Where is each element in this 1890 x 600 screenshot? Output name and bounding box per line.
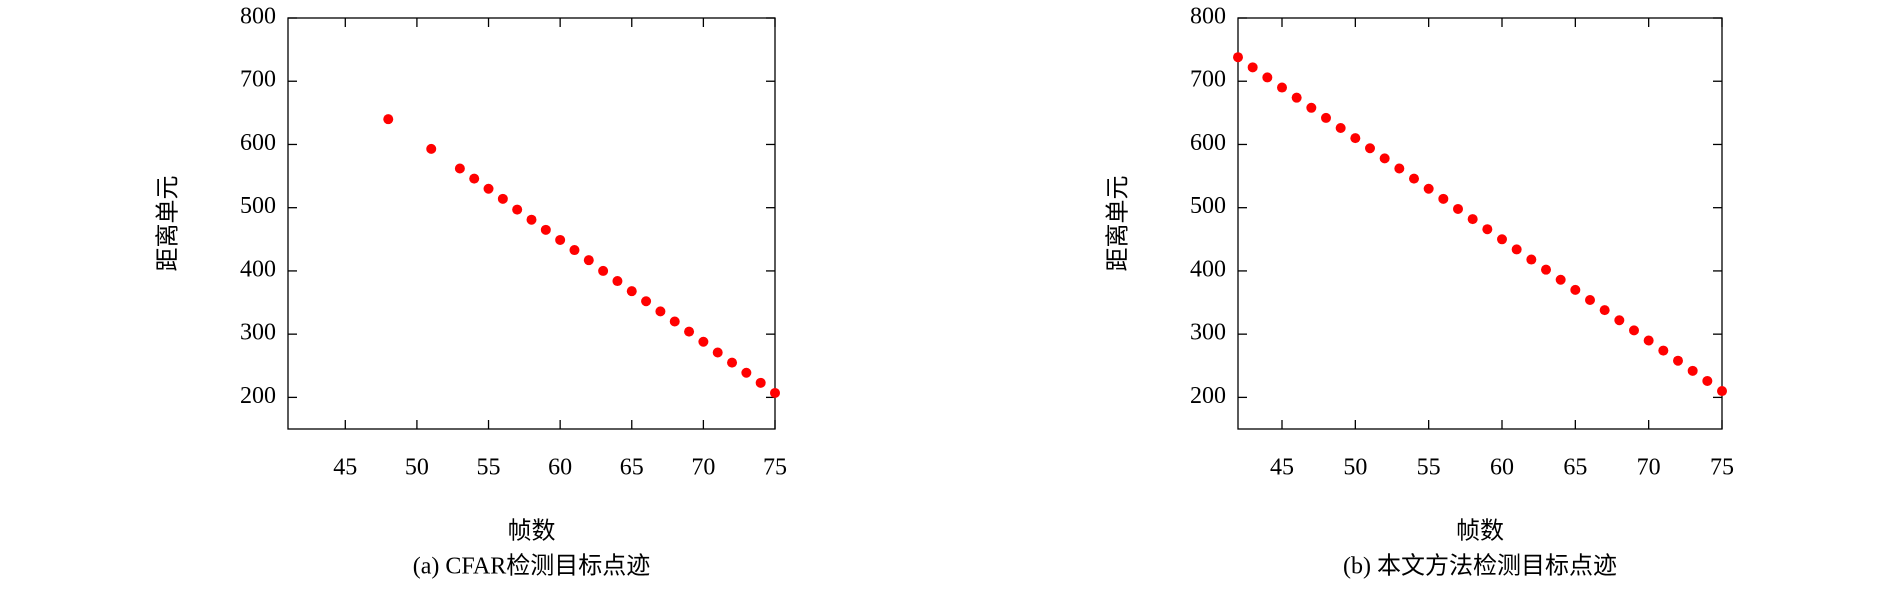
point — [626, 286, 637, 297]
point — [698, 336, 709, 347]
point — [1658, 345, 1669, 356]
x-tick-label: 50 — [405, 455, 429, 481]
point — [1687, 365, 1698, 376]
point — [426, 143, 437, 154]
x-tick-label: 65 — [1563, 455, 1587, 481]
x-tick-label: 75 — [763, 455, 787, 481]
x-axis-label: 帧数 — [1456, 518, 1504, 545]
point — [741, 367, 752, 378]
y-tick-label: 700 — [240, 67, 276, 93]
point — [1306, 102, 1317, 113]
point — [1570, 284, 1581, 295]
x-tick-label: 60 — [1490, 455, 1514, 481]
x-tick-label: 75 — [1710, 455, 1734, 481]
point — [1423, 183, 1434, 194]
y-tick-label: 800 — [1190, 4, 1226, 30]
point — [1350, 133, 1361, 144]
point — [1511, 244, 1522, 255]
y-tick-label: 200 — [240, 383, 276, 409]
caption: (a) CFAR检测目标点迹 — [413, 553, 651, 580]
point — [712, 347, 723, 358]
point — [526, 214, 537, 225]
point — [1526, 254, 1537, 265]
point — [1394, 163, 1405, 174]
y-tick-label: 800 — [240, 4, 276, 30]
point — [1247, 62, 1258, 73]
point — [583, 255, 594, 266]
x-tick-label: 55 — [477, 455, 501, 481]
point — [1438, 193, 1449, 204]
point — [1717, 386, 1727, 397]
y-axis-label: 距离单元 — [1105, 176, 1132, 272]
y-tick-label: 300 — [240, 320, 276, 346]
x-tick-label: 70 — [691, 455, 715, 481]
point — [1541, 264, 1551, 275]
y-tick-label: 700 — [1190, 67, 1226, 93]
point — [1673, 355, 1683, 366]
point — [1335, 123, 1346, 134]
point — [1482, 224, 1493, 235]
point — [1233, 52, 1243, 63]
point — [1467, 214, 1478, 225]
y-axis-label: 距离单元 — [155, 176, 182, 272]
point — [1702, 375, 1713, 386]
point — [569, 245, 580, 256]
x-tick-label: 45 — [333, 455, 357, 481]
point — [483, 183, 494, 194]
point — [1585, 295, 1595, 306]
point — [1497, 234, 1507, 245]
plot-frame — [1237, 17, 1723, 430]
point — [469, 173, 480, 184]
point — [1277, 82, 1287, 93]
y-tick-label: 600 — [1190, 130, 1226, 156]
point — [669, 316, 680, 327]
point — [454, 163, 465, 174]
point — [612, 276, 623, 287]
point — [755, 377, 766, 388]
y-tick-label: 500 — [240, 193, 276, 219]
x-tick-label: 70 — [1637, 455, 1661, 481]
point — [1365, 143, 1375, 154]
point — [1555, 274, 1566, 285]
point — [1291, 92, 1302, 103]
point — [1629, 325, 1639, 336]
y-tick-label: 300 — [1190, 320, 1226, 346]
point — [598, 265, 609, 276]
point — [1409, 173, 1419, 184]
point — [383, 114, 394, 125]
y-tick-label: 600 — [240, 130, 276, 156]
point — [727, 357, 738, 368]
point — [1262, 72, 1273, 83]
point — [497, 193, 508, 204]
point — [641, 296, 652, 307]
y-tick-label: 400 — [1190, 256, 1226, 282]
point — [540, 224, 551, 235]
point — [512, 204, 523, 215]
point — [655, 306, 666, 317]
point — [770, 387, 780, 398]
point — [1643, 335, 1654, 346]
point — [1599, 305, 1610, 316]
point — [1453, 203, 1463, 214]
point — [1614, 315, 1625, 326]
x-tick-label: 45 — [1270, 455, 1294, 481]
point — [555, 234, 566, 245]
y-tick-label: 200 — [1190, 383, 1226, 409]
x-axis-label: 帧数 — [508, 518, 556, 545]
y-tick-label: 400 — [240, 256, 276, 282]
x-tick-label: 65 — [620, 455, 644, 481]
point — [1379, 153, 1390, 164]
x-tick-label: 55 — [1417, 455, 1441, 481]
x-tick-label: 60 — [548, 455, 572, 481]
y-tick-label: 500 — [1190, 193, 1226, 219]
point — [1321, 112, 1331, 123]
point — [684, 326, 695, 337]
plot-frame — [287, 17, 776, 430]
caption: (b) 本文方法检测目标点迹 — [1343, 553, 1617, 580]
x-tick-label: 50 — [1343, 455, 1367, 481]
